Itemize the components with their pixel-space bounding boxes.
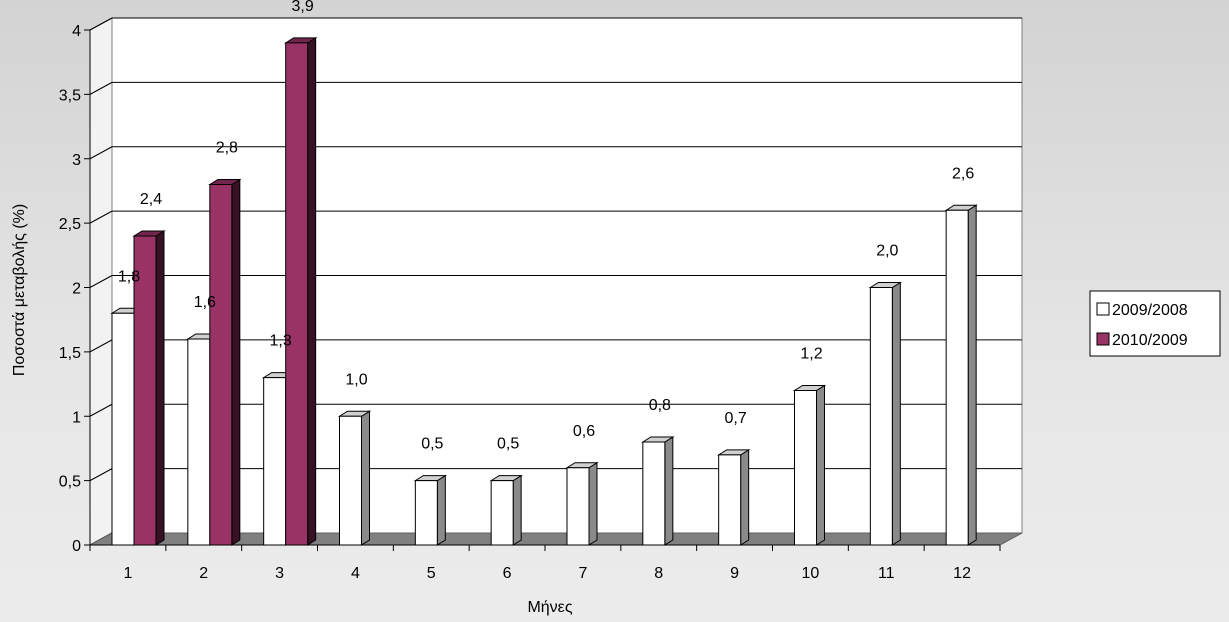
data-label: 0,8 bbox=[649, 397, 671, 414]
bar-front bbox=[187, 338, 211, 546]
bar-0 bbox=[944, 204, 978, 546]
gridline-side bbox=[89, 17, 113, 31]
x-tick-label: 11 bbox=[878, 565, 895, 582]
bar-front bbox=[794, 390, 817, 546]
bar-front bbox=[209, 184, 233, 546]
bar-front bbox=[263, 377, 287, 546]
gridline-side bbox=[89, 275, 113, 288]
legend-box bbox=[1089, 290, 1221, 357]
x-tick-label: 9 bbox=[730, 565, 739, 582]
bar-front bbox=[285, 42, 309, 546]
bar-front bbox=[718, 454, 742, 546]
x-tick-label: 2 bbox=[199, 565, 208, 582]
bar-1 bbox=[132, 230, 166, 546]
bar-0 bbox=[337, 410, 372, 546]
bar-front bbox=[111, 312, 135, 546]
gridline-side bbox=[89, 468, 113, 482]
bar-front bbox=[133, 235, 157, 546]
data-label: 0,6 bbox=[573, 423, 595, 440]
bar-side bbox=[155, 230, 165, 546]
bar-front bbox=[339, 415, 362, 546]
x-tick-label: 12 bbox=[953, 565, 971, 582]
gridline-side bbox=[89, 81, 113, 95]
gridline-side bbox=[89, 403, 113, 417]
bar-side bbox=[436, 474, 446, 546]
y-tick-label: 2,5 bbox=[59, 216, 81, 233]
x-axis-label: Μήνες bbox=[527, 599, 572, 616]
bar-front bbox=[945, 209, 969, 546]
x-tick-label: 6 bbox=[503, 565, 512, 582]
bar-0 bbox=[413, 474, 448, 546]
axes bbox=[84, 29, 1001, 551]
y-tick-label: 1,5 bbox=[59, 345, 81, 362]
bar-front bbox=[642, 441, 666, 546]
gridline-side bbox=[89, 339, 113, 353]
legend-swatch bbox=[1096, 302, 1110, 316]
bar-0 bbox=[792, 384, 827, 546]
bar-front bbox=[566, 467, 590, 546]
bar-0 bbox=[641, 436, 675, 546]
x-tick-label: 10 bbox=[802, 565, 820, 582]
bar-front bbox=[869, 287, 893, 546]
data-label: 1,8 bbox=[118, 268, 140, 285]
x-tick-label: 8 bbox=[654, 565, 663, 582]
legend: 2009/2008 2010/2009 bbox=[1089, 290, 1221, 357]
bar-0 bbox=[489, 474, 523, 546]
bar-0 bbox=[716, 448, 751, 546]
x-tick-label: 3 bbox=[275, 565, 284, 582]
y-axis-label: Ποσοστά μεταβολής (%) bbox=[11, 204, 28, 376]
tick-labels: 00,511,522,533,541 2 3 4 5 6 7 8 9 10 11 12 bbox=[59, 23, 971, 582]
bar-side bbox=[588, 461, 598, 546]
y-tick-label: 0 bbox=[72, 538, 81, 555]
bar-side bbox=[361, 410, 370, 546]
legend-swatch bbox=[1096, 332, 1110, 346]
gridline-side bbox=[89, 146, 113, 160]
data-label: 1,0 bbox=[345, 371, 367, 388]
bar-side bbox=[512, 474, 522, 546]
x-tick-label: 5 bbox=[427, 565, 436, 582]
data-label: 0,5 bbox=[421, 436, 443, 453]
data-label: 1,3 bbox=[270, 333, 292, 350]
data-label: 2,8 bbox=[216, 140, 238, 157]
bar-0 bbox=[565, 461, 599, 546]
bar-side bbox=[967, 204, 977, 546]
bar-side bbox=[664, 436, 674, 546]
data-label: 2,0 bbox=[876, 243, 898, 260]
legend-entry: 2009/2008 bbox=[1112, 302, 1188, 319]
bar-side bbox=[231, 178, 241, 546]
y-tick-label: 0,5 bbox=[59, 474, 81, 491]
y-tick-label: 3 bbox=[72, 152, 81, 169]
y-tick-label: 4 bbox=[72, 23, 81, 40]
bars bbox=[110, 36, 978, 546]
data-labels: 1,8 2,4 1,6 2,8 1,3 3,9 1,0 0,5 0,5 0,6 0,8 0,7 1,2 2… bbox=[118, 0, 975, 453]
data-label: 3,9 bbox=[292, 0, 314, 15]
legend-entry: 2010/2009 bbox=[1112, 332, 1188, 349]
bar-front bbox=[414, 480, 438, 546]
bar-front bbox=[490, 480, 514, 546]
data-label: 0,7 bbox=[725, 410, 747, 427]
data-label: 0,5 bbox=[497, 436, 519, 453]
x-tick-label: 4 bbox=[351, 565, 360, 582]
bar-side bbox=[816, 384, 825, 546]
data-label: 1,2 bbox=[800, 346, 822, 363]
gridline-side bbox=[89, 210, 113, 224]
data-label: 1,6 bbox=[194, 294, 216, 311]
x-tick-label: 7 bbox=[578, 565, 587, 582]
bar-1 bbox=[208, 178, 242, 546]
y-tick-label: 2 bbox=[72, 281, 81, 298]
bar-0 bbox=[868, 281, 903, 546]
bar-side bbox=[891, 281, 901, 546]
bar-side bbox=[740, 448, 750, 546]
data-label: 2,4 bbox=[140, 191, 162, 208]
bar-side bbox=[307, 36, 317, 546]
y-tick-label: 1 bbox=[72, 409, 81, 426]
bar-1 bbox=[283, 36, 318, 546]
y-tick-label: 3,5 bbox=[59, 87, 81, 104]
data-label: 2,6 bbox=[952, 165, 974, 182]
x-tick-label: 1 bbox=[123, 565, 132, 582]
